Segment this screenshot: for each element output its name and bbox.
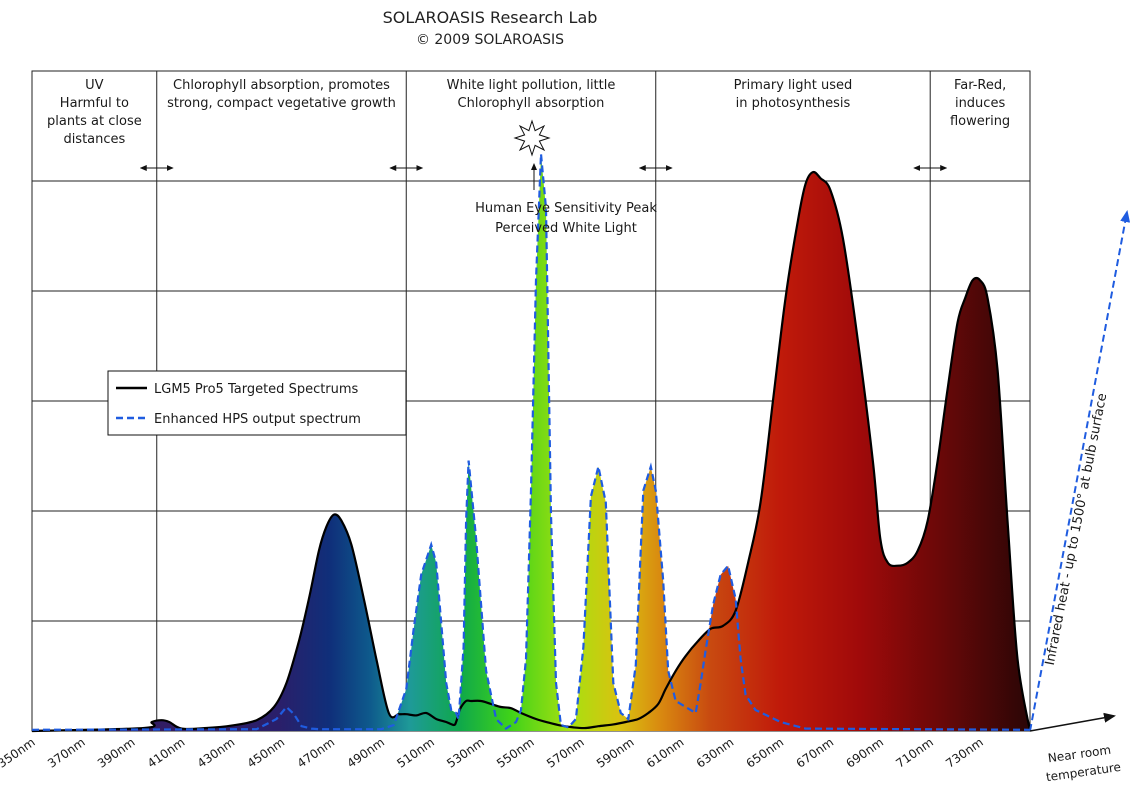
- eye-peak-label: Human Eye Sensitivity Peak: [475, 201, 657, 216]
- spectrum-area: [32, 154, 1030, 732]
- x-tick-label: 630nm: [694, 735, 737, 771]
- series-line-hps: [31, 153, 1031, 731]
- hps-spectrum-fill: [32, 154, 1030, 731]
- band-label: induces: [955, 96, 1005, 111]
- band-label: Chlorophyll absorption: [458, 96, 605, 111]
- legend-label-targeted: LGM5 Pro5 Targeted Spectrums: [154, 382, 359, 397]
- band-label: strong, compact vegetative growth: [167, 96, 396, 111]
- x-tick-label: 590nm: [594, 735, 637, 771]
- x-tick-label: 510nm: [394, 735, 437, 771]
- band-label: White light pollution, little: [447, 78, 616, 93]
- x-tick-label: 610nm: [644, 735, 687, 771]
- x-tick-label: 730nm: [943, 735, 986, 771]
- x-tick-label: 490nm: [344, 735, 387, 771]
- band-label: UV: [85, 78, 104, 93]
- series-line-targeted: [31, 170, 1032, 733]
- x-tick-label: 350nm: [0, 735, 38, 771]
- chart-title: SOLAROASIS Research Lab: [382, 8, 598, 27]
- x-tick-label: 650nm: [744, 735, 787, 771]
- x-tick-label: 530nm: [444, 735, 487, 771]
- x-tick-label: 470nm: [295, 735, 338, 771]
- x-tick-labels: 350nm 370nm 390nm 410nm 430nm 450nm 470nm 490nm…: [0, 735, 986, 771]
- x-tick-label: 410nm: [145, 735, 188, 771]
- x-tick-label: 690nm: [843, 735, 886, 771]
- infrared-label: Infrared heat - up to 1500° at bulb surf…: [1043, 392, 1111, 667]
- x-tick-label: 390nm: [95, 735, 138, 771]
- band-label: Primary light used: [734, 78, 853, 93]
- x-tick-label: 370nm: [45, 735, 88, 771]
- band-label: Chlorophyll absorption, promotes: [173, 78, 390, 93]
- sun-icon: [513, 119, 551, 157]
- x-tick-label: 710nm: [893, 735, 936, 771]
- band-label: distances: [63, 132, 125, 147]
- band-label: plants at close: [47, 114, 142, 129]
- x-tick-label: 430nm: [195, 735, 238, 771]
- band-labels: UV Harmful to plants at close distances Chlo…: [47, 78, 1010, 171]
- targeted-spectrum-fill: [32, 171, 1030, 732]
- legend: LGM5 Pro5 Targeted Spectrums Enhanced HPS…: [107, 370, 407, 436]
- x-tick-label: 450nm: [245, 735, 288, 771]
- band-label: flowering: [950, 114, 1010, 129]
- legend-box: [107, 370, 407, 436]
- x-tick-label: 550nm: [494, 735, 537, 771]
- series-lines: [31, 153, 1032, 733]
- legend-label-hps: Enhanced HPS output spectrum: [154, 412, 361, 427]
- room-temp-arrow: [1029, 712, 1116, 732]
- x-tick-label: 570nm: [544, 735, 587, 771]
- band-label: Harmful to: [60, 96, 129, 111]
- band-label: Far-Red,: [954, 78, 1006, 93]
- x-tick-label: 670nm: [794, 735, 837, 771]
- white-light-label: Perceived White Light: [495, 221, 637, 236]
- band-label: in photosynthesis: [736, 96, 851, 111]
- chart-subtitle: © 2009 SOLAROASIS: [415, 32, 565, 48]
